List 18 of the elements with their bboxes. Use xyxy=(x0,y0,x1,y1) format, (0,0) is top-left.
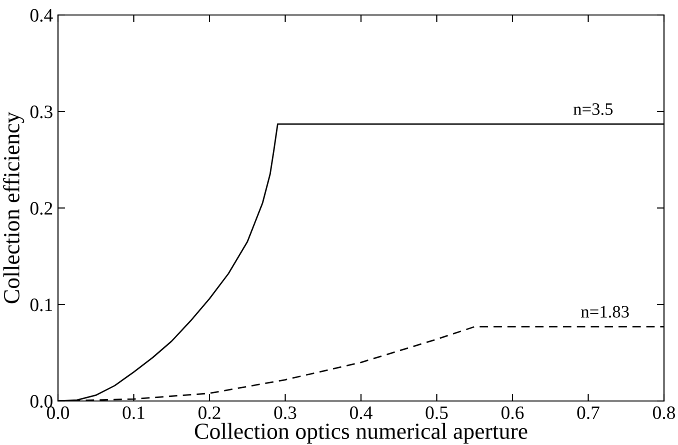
y-axis-title: Collection efficiency xyxy=(3,112,24,304)
y-tick-label: 0.3 xyxy=(30,106,52,118)
y-tick-label: 0.1 xyxy=(30,298,52,312)
x-tick-label: 0.2 xyxy=(198,406,220,420)
x-tick-label: 0.7 xyxy=(577,406,600,420)
x-tick-label: 0.0 xyxy=(46,406,70,420)
annotation: n=3.5 xyxy=(574,103,613,116)
y-tick-label: 0.0 xyxy=(30,395,52,408)
y-tick-label: 0.2 xyxy=(30,202,52,215)
annotation: n=1.83 xyxy=(581,306,629,318)
x-tick-label: 0.6 xyxy=(501,406,524,420)
x-tick-label: 0.5 xyxy=(426,406,448,420)
x-tick-label: 0.3 xyxy=(274,406,296,420)
x-tick-label: 0.8 xyxy=(652,406,676,420)
y-tick-label: 0.4 xyxy=(30,9,53,22)
x-tick-label: 0.1 xyxy=(122,406,144,420)
x-axis-title: Collection optics numerical aperture xyxy=(194,422,528,444)
x-tick-label: 0.4 xyxy=(350,406,372,420)
